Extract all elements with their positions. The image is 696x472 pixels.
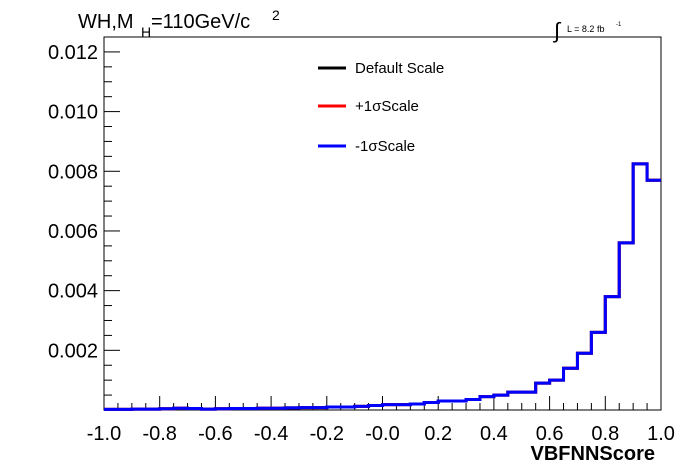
x-tick-label: -0.2: [310, 423, 344, 445]
legend: Default Scale +1σScale -1σScale: [318, 60, 444, 155]
x-tick-label: 1.0: [647, 423, 675, 445]
integral-symbol: ∫: [552, 18, 562, 43]
title-rest: =110GeV/c: [151, 11, 250, 33]
x-tick-label: -0.8: [142, 423, 176, 445]
x-tick-label: 0.4: [480, 423, 508, 445]
title-superscript: 2: [272, 7, 280, 23]
y-tick-label: 0.008: [48, 161, 98, 183]
y-tick-label: 0.010: [48, 102, 98, 124]
title-subscript: H: [141, 24, 151, 40]
x-tick-label: 0.2: [424, 423, 452, 445]
y-tick-label: 0.006: [48, 221, 98, 243]
title-main: WH,M: [78, 11, 134, 33]
x-axis: -1.0 -0.8 -0.6 -0.4 -0.2 -0.0 0.2 0.4 0.6 0.8 1.0: [87, 396, 675, 445]
luminosity-superscript: -1: [616, 22, 622, 28]
x-tick-label: 0.6: [536, 423, 564, 445]
legend-label: Default Scale: [355, 60, 444, 77]
x-tick-label: 0.8: [591, 423, 619, 445]
x-tick-label: -0.0: [365, 423, 399, 445]
legend-label: +1σScale: [355, 98, 419, 115]
luminosity-label: ∫ L = 8.2 fb -1: [552, 18, 622, 43]
y-tick-label: 0.012: [48, 42, 98, 64]
chart-title: WH,M H =110GeV/c 2: [78, 7, 280, 40]
y-axis: 0.002 0.004 0.006 0.008 0.010 0.012: [48, 42, 120, 396]
x-tick-label: -0.6: [198, 423, 232, 445]
series-layer: [104, 162, 661, 411]
x-tick-label: -1.0: [87, 423, 121, 445]
y-tick-label: 0.004: [48, 281, 98, 303]
x-axis-label: VBFNNScore: [531, 443, 655, 465]
series-line-ff0000: [104, 162, 661, 411]
series-line-0000ff: [104, 162, 661, 411]
legend-label: -1σScale: [355, 138, 415, 155]
series-line-000000: [104, 162, 661, 411]
x-tick-label: -0.4: [254, 423, 288, 445]
y-tick-label: 0.002: [48, 340, 98, 362]
luminosity-text: L = 8.2 fb: [567, 24, 604, 34]
